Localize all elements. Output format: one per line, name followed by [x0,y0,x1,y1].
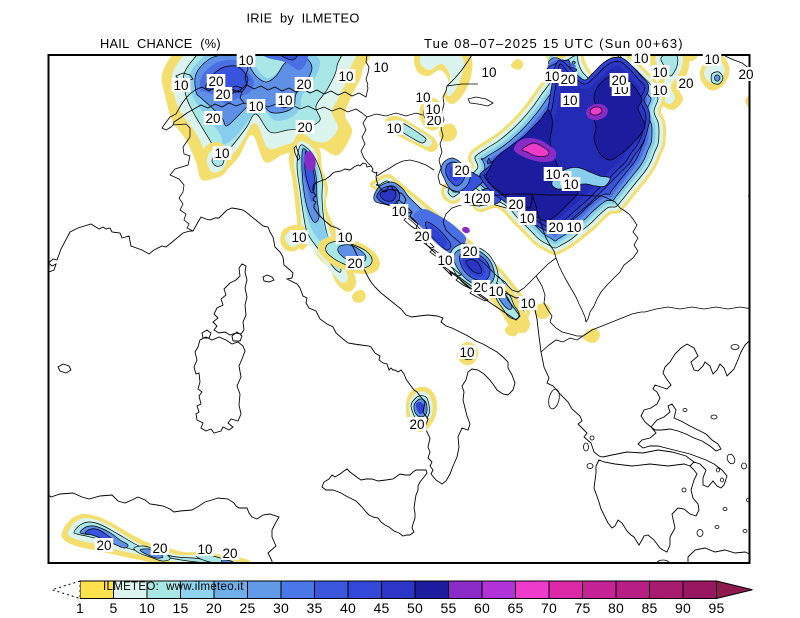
svg-text:20: 20 [347,256,362,271]
svg-text:90: 90 [675,600,691,616]
svg-text:20: 20 [462,244,477,259]
svg-text:20: 20 [152,541,167,556]
svg-text:10: 10 [633,51,648,66]
svg-text:10: 10 [337,230,352,245]
svg-text:10: 10 [488,284,503,299]
svg-text:10: 10 [248,99,263,114]
svg-text:10: 10 [652,65,667,80]
svg-text:10: 10 [704,52,719,67]
svg-text:10: 10 [415,90,430,105]
svg-text:10: 10 [173,78,188,93]
svg-text:10: 10 [652,83,667,98]
svg-text:5: 5 [110,600,118,616]
svg-text:10: 10 [481,65,496,80]
svg-text:10: 10 [373,60,388,75]
svg-text:20: 20 [409,417,424,432]
svg-text:ILMETEO: www.ilmeteo.it: ILMETEO: www.ilmeteo.it [103,581,244,593]
svg-text:20: 20 [296,77,311,92]
svg-text:35: 35 [307,600,323,616]
svg-text:20: 20 [222,546,237,561]
svg-text:10: 10 [277,93,292,108]
svg-text:25: 25 [240,600,256,616]
svg-text:20: 20 [548,220,563,235]
svg-text:20: 20 [454,163,469,178]
svg-text:50: 50 [407,600,423,616]
svg-text:10: 10 [139,600,155,616]
svg-text:70: 70 [541,600,557,616]
svg-text:40: 40 [340,600,356,616]
svg-text:15: 15 [173,600,189,616]
svg-text:10: 10 [563,177,578,192]
svg-text:10: 10 [238,53,253,68]
svg-text:10: 10 [391,204,406,219]
svg-text:10: 10 [520,296,535,311]
svg-text:20: 20 [215,87,230,102]
svg-text:45: 45 [374,600,390,616]
svg-text:IRIE by ILMETEO: IRIE by ILMETEO [246,11,359,26]
svg-text:10: 10 [214,146,229,161]
svg-text:20: 20 [560,72,575,87]
svg-text:10: 10 [459,345,474,360]
svg-text:20: 20 [414,229,429,244]
svg-text:20: 20 [205,111,220,126]
svg-text:20: 20 [206,600,222,616]
svg-text:20: 20 [611,73,626,88]
svg-text:10: 10 [437,253,452,268]
svg-text:75: 75 [575,600,591,616]
svg-text:10: 10 [544,69,559,84]
svg-text:65: 65 [508,600,524,616]
svg-text:20: 20 [208,74,223,89]
svg-text:20: 20 [508,197,523,212]
svg-text:10: 10 [545,167,560,182]
svg-text:10: 10 [425,102,440,117]
svg-text:20: 20 [738,67,753,82]
svg-text:10: 10 [562,93,577,108]
svg-text:80: 80 [608,600,624,616]
svg-text:20: 20 [678,76,693,91]
svg-text:10: 10 [338,69,353,84]
svg-text:HAIL CHANCE (%): HAIL CHANCE (%) [100,36,221,51]
svg-text:10: 10 [197,542,212,557]
svg-text:10: 10 [519,211,534,226]
svg-text:55: 55 [441,600,457,616]
svg-text:10: 10 [566,220,581,235]
svg-text:1: 1 [76,600,84,616]
svg-text:20: 20 [297,120,312,135]
svg-text:10: 10 [386,121,401,136]
svg-text:20: 20 [96,538,111,553]
svg-text:60: 60 [474,600,490,616]
svg-text:10: 10 [291,230,306,245]
svg-text:30: 30 [273,600,289,616]
svg-text:1(20: 1(20 [463,191,490,206]
svg-text:85: 85 [642,600,658,616]
svg-text:20: 20 [426,113,441,128]
svg-text:Tue 08–07–2025 15 UTC (Sun 00+: Tue 08–07–2025 15 UTC (Sun 00+63) [424,36,684,51]
svg-text:95: 95 [709,600,725,616]
svg-text:20: 20 [473,280,488,295]
